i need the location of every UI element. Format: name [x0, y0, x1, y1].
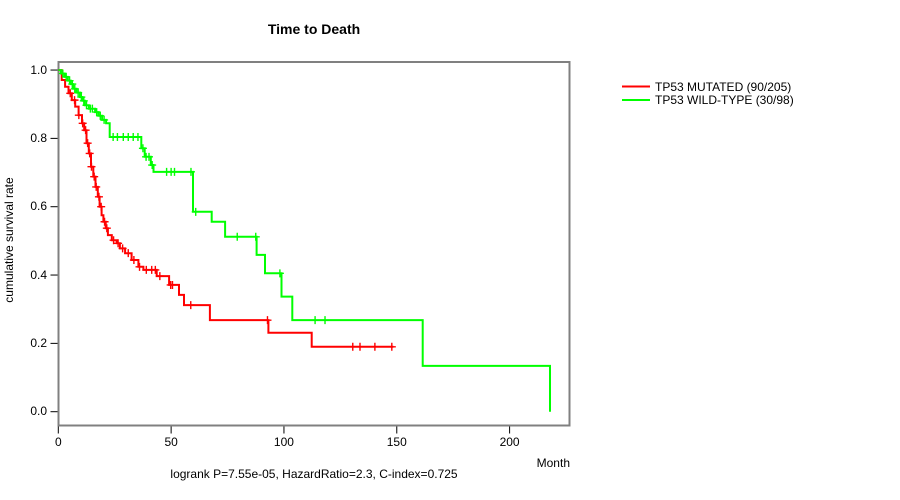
survival-curve-mutated — [58, 69, 394, 348]
y-tick-label: 0.8 — [30, 130, 47, 145]
y-tick-label: 0.4 — [30, 267, 47, 282]
x-axis-title: Month — [536, 456, 570, 470]
x-tick-label: 150 — [386, 435, 407, 449]
x-tick-label: 200 — [499, 435, 520, 449]
stats-annotation: logrank P=7.55e-05, HazardRatio=2.3, C-i… — [170, 467, 458, 481]
y-tick-label: 0.0 — [30, 404, 47, 419]
survival-curve-wild-type — [58, 69, 551, 412]
chart-title: Time to Death — [267, 21, 361, 37]
x-tick-label: 0 — [54, 435, 62, 449]
x-tick-label: 50 — [164, 435, 178, 449]
legend-label-tp53-mutated: TP53 MUTATED (90/205) — [655, 80, 792, 94]
y-tick-label: 1.0 — [30, 62, 47, 77]
legend-label-tp53-wild-type: TP53 WILD-TYPE (30/98) — [655, 93, 794, 107]
x-tick-label: 100 — [273, 435, 294, 449]
plot-box — [57, 61, 571, 427]
y-tick-label: 0.2 — [30, 335, 47, 350]
y-axis-title: cumulative survival rate — [2, 177, 16, 303]
censor-marks-mutated — [66, 89, 396, 351]
censor-marks-wild-type — [58, 69, 330, 325]
y-tick-label: 0.6 — [30, 199, 47, 214]
